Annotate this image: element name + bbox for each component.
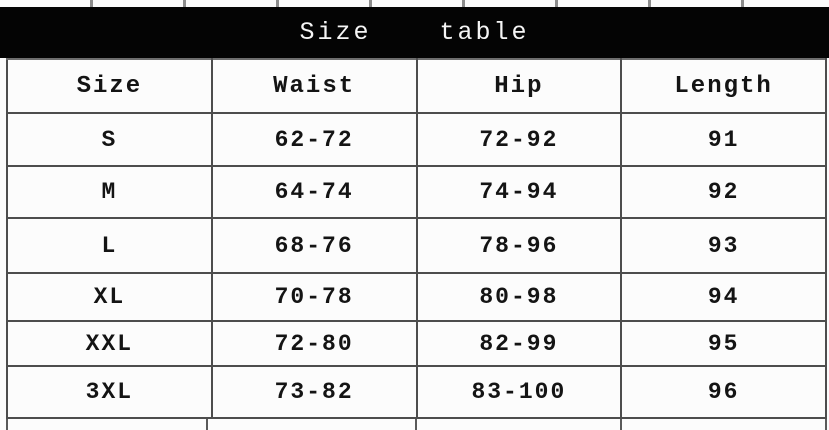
column-header-size: Size <box>6 58 213 114</box>
cropped-border-artifact-bottom <box>206 419 208 430</box>
cropped-border-artifact-bottom <box>6 419 8 430</box>
table-row: M 64-74 74-94 92 <box>6 165 827 219</box>
column-header-hip: Hip <box>415 58 623 114</box>
cropped-border-artifact-bottom <box>415 419 417 430</box>
length-cell: 92 <box>620 165 827 219</box>
size-table: Size Waist Hip Length S 62-72 72-92 91 M… <box>6 58 827 419</box>
length-cell: 91 <box>620 112 827 167</box>
length-cell: 93 <box>620 217 827 274</box>
length-cell: 96 <box>620 365 827 419</box>
size-cell: XL <box>6 272 213 322</box>
waist-cell: 73-82 <box>210 365 418 419</box>
size-cell: M <box>6 165 213 219</box>
waist-cell: 68-76 <box>210 217 418 274</box>
hip-cell: 74-94 <box>415 165 623 219</box>
cropped-border-artifact-bottom <box>825 419 827 430</box>
hip-cell: 72-92 <box>415 112 623 167</box>
waist-cell: 72-80 <box>210 320 418 367</box>
cropped-border-artifact-top <box>0 0 829 7</box>
column-header-waist: Waist <box>210 58 418 114</box>
size-cell: XXL <box>6 320 213 367</box>
hip-cell: 82-99 <box>415 320 623 367</box>
size-cell: 3XL <box>6 365 213 419</box>
table-row: 3XL 73-82 83-100 96 <box>6 365 827 419</box>
hip-cell: 80-98 <box>415 272 623 322</box>
length-cell: 94 <box>620 272 827 322</box>
table-row: XL 70-78 80-98 94 <box>6 272 827 322</box>
hip-cell: 83-100 <box>415 365 623 419</box>
length-cell: 95 <box>620 320 827 367</box>
waist-cell: 62-72 <box>210 112 418 167</box>
table-title-bar: Size table <box>0 7 829 58</box>
waist-cell: 70-78 <box>210 272 418 322</box>
table-title: Size table <box>299 18 530 47</box>
table-header-row: Size Waist Hip Length <box>6 58 827 114</box>
column-header-length: Length <box>620 58 827 114</box>
size-cell: S <box>6 112 213 167</box>
cropped-border-artifact-bottom <box>620 419 622 430</box>
table-row: L 68-76 78-96 93 <box>6 217 827 274</box>
size-cell: L <box>6 217 213 274</box>
table-row: S 62-72 72-92 91 <box>6 112 827 167</box>
hip-cell: 78-96 <box>415 217 623 274</box>
waist-cell: 64-74 <box>210 165 418 219</box>
table-row: XXL 72-80 82-99 95 <box>6 320 827 367</box>
